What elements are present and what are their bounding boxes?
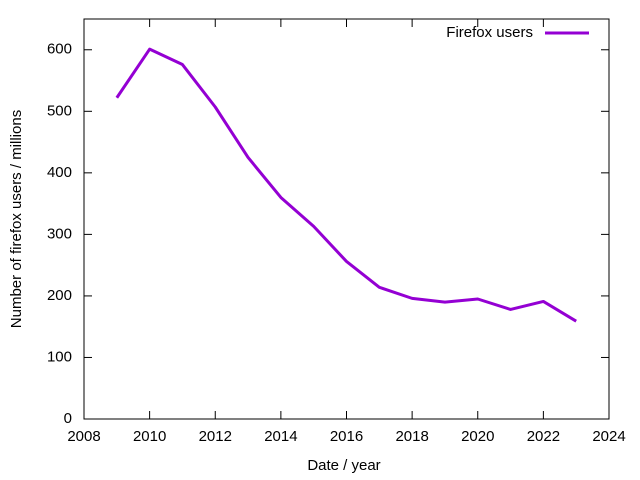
x-tick-label: 2020 (461, 428, 494, 445)
plot-frame (83, 18, 610, 420)
y-axis-label: Number of firefox users / millions (8, 110, 25, 328)
x-tick-label: 2008 (67, 428, 100, 445)
y-tick-label: 100 (47, 348, 72, 365)
y-tick-label: 300 (47, 225, 72, 242)
x-axis-label: Date / year (307, 457, 380, 474)
x-tick-label: 2018 (395, 428, 428, 445)
y-tick-label: 200 (47, 287, 72, 304)
y-tick-label: 0 (64, 410, 72, 427)
x-tick-label: 2016 (330, 428, 363, 445)
x-tick-label: 2022 (527, 428, 560, 445)
y-tick-label: 400 (47, 164, 72, 181)
y-tick-label: 500 (47, 102, 72, 119)
y-tick-label: 600 (47, 41, 72, 58)
x-tick-label: 2012 (199, 428, 232, 445)
data-line (115, 47, 577, 323)
x-tick-label: 2010 (133, 428, 166, 445)
x-tick-label: 2014 (264, 428, 297, 445)
legend-label: Firefox users (446, 24, 533, 41)
x-tick-label: 2024 (592, 428, 625, 445)
